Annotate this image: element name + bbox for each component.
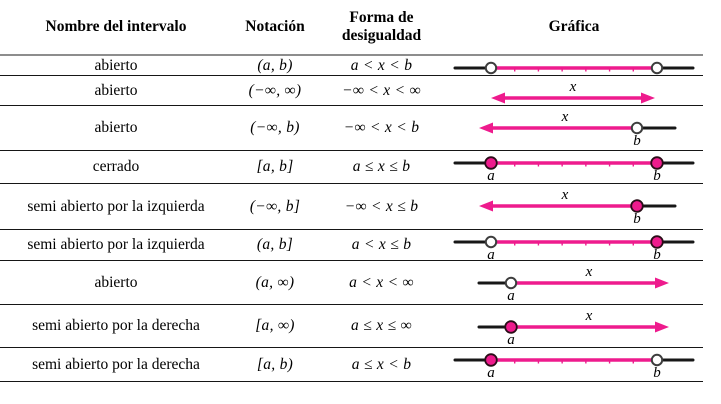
table-row: abierto (−∞, ∞) −∞ < x < ∞ x	[0, 76, 703, 106]
inequality: a ≤ x < b	[351, 355, 412, 373]
closed-endpoint-icon	[504, 319, 518, 334]
interval-name: semi abierto por la izquierda	[27, 236, 205, 253]
number-line-graph	[445, 57, 703, 75]
interval-name: semi abierto por la derecha	[32, 355, 200, 373]
graph-arrow-left: xb	[479, 187, 677, 227]
endpoint-label-a: a	[487, 365, 495, 381]
closed-endpoint-icon	[650, 155, 664, 170]
header-grafica: Gráfica	[548, 18, 600, 36]
graph-x-label: x	[569, 79, 577, 95]
open-endpoint-icon	[630, 121, 644, 134]
endpoint-label: b	[633, 211, 641, 227]
closed-endpoint-icon	[630, 198, 644, 213]
notation: [a, b]	[256, 158, 294, 175]
table-row: semi abierto por la derecha [a, ∞) a ≤ x ≤…	[0, 305, 703, 348]
open-endpoint-icon	[650, 353, 664, 366]
table-body: abierto (a, b) a < x < b abierto (−∞, ∞) −∞ <…	[0, 56, 703, 382]
header-forma-de-desigualdad: Forma de desigualdad	[341, 9, 422, 44]
notation: [a, b)	[256, 355, 294, 373]
endpoint-label: a	[507, 288, 515, 304]
table-header-row: Nombre del intervalo Notación Forma de d…	[0, 0, 703, 56]
header-nombre-del-intervalo: Nombre del intervalo	[45, 18, 187, 36]
table-row: semi abierto por la derecha [a, b) a ≤ x <…	[0, 348, 703, 382]
notation: (−∞, b)	[250, 119, 300, 136]
inequality: −∞ < x < ∞	[342, 81, 421, 99]
arrowhead-left-icon	[479, 122, 493, 133]
interval-name: abierto	[94, 119, 138, 136]
arrowhead-right-icon	[655, 277, 669, 288]
arrowhead-left-icon	[491, 92, 505, 103]
graph-arrow-right: xa	[477, 264, 669, 304]
open-endpoint-icon	[484, 61, 498, 74]
interval-name: semi abierto por la derecha	[32, 317, 200, 334]
endpoint-label-b: b	[653, 168, 661, 183]
graph-x-label: x	[585, 264, 593, 280]
closed-endpoint-icon	[484, 352, 498, 367]
endpoint-label: b	[633, 133, 641, 149]
number-line-graph: x	[445, 77, 703, 105]
endpoint-label-b: b	[653, 247, 661, 260]
open-endpoint-icon	[484, 235, 498, 248]
notation: (−∞, ∞)	[248, 81, 302, 99]
arrowhead-left-icon	[479, 200, 493, 211]
open-endpoint-icon	[504, 276, 518, 289]
table-row: abierto (a, b) a < x < b	[0, 56, 703, 76]
notation: (a, ∞)	[255, 273, 295, 291]
notation: (−∞, b]	[249, 197, 301, 215]
graph-arrow-both: x	[491, 79, 655, 103]
interval-name: abierto	[94, 81, 138, 99]
graph-x-label: x	[561, 109, 569, 125]
inequality: a < x < b	[350, 56, 413, 74]
inequality: a ≤ x ≤ ∞	[351, 317, 412, 334]
endpoint-label: a	[507, 332, 515, 347]
table-row: abierto (a, ∞) a < x < ∞ x a	[0, 261, 703, 305]
header-notacion: Notación	[245, 18, 305, 36]
graph-x-label: x	[585, 308, 593, 324]
inequality: a < x ≤ b	[351, 236, 412, 253]
endpoint-label-a: a	[487, 168, 495, 183]
table-row: semi abierto por la izquierda (a, b] a < x…	[0, 230, 703, 261]
graph-segment	[453, 61, 695, 74]
notation: (a, b]	[256, 236, 294, 253]
arrowhead-right-icon	[641, 92, 655, 103]
inequality: a < x < ∞	[349, 273, 414, 291]
table-row: semi abierto por la izquierda (−∞, b] −∞ <…	[0, 184, 703, 230]
closed-endpoint-icon	[650, 234, 664, 249]
inequality: −∞ < x ≤ b	[344, 197, 419, 215]
interval-table: Nombre del intervalo Notación Forma de d…	[0, 0, 703, 382]
graph-x-label: x	[561, 187, 569, 203]
closed-endpoint-icon	[484, 155, 498, 170]
endpoint-label-b: b	[653, 365, 661, 381]
interval-name: semi abierto por la izquierda	[27, 197, 205, 215]
notation: [a, ∞)	[255, 317, 295, 334]
endpoint-label-a: a	[487, 247, 495, 260]
notation: (a, b)	[257, 56, 293, 74]
arrowhead-right-icon	[655, 321, 669, 332]
inequality: a ≤ x ≤ b	[352, 158, 411, 175]
open-endpoint-icon	[650, 61, 664, 74]
graph-arrow-right: xa	[477, 308, 669, 347]
interval-name: abierto	[94, 56, 138, 74]
inequality: −∞ < x < b	[343, 119, 420, 136]
graph-arrow-left: xb	[479, 109, 677, 149]
interval-name: abierto	[94, 273, 138, 291]
interval-name: cerrado	[92, 158, 140, 175]
